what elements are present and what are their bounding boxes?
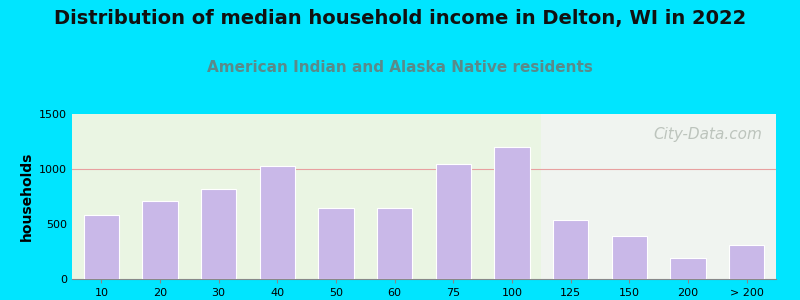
Bar bbox=[494, 147, 530, 279]
Bar bbox=[142, 201, 178, 279]
Bar bbox=[729, 245, 764, 279]
Bar bbox=[260, 166, 295, 279]
Text: American Indian and Alaska Native residents: American Indian and Alaska Native reside… bbox=[207, 60, 593, 75]
Bar bbox=[553, 220, 588, 279]
Bar bbox=[542, 114, 776, 279]
Y-axis label: households: households bbox=[19, 152, 34, 241]
Bar bbox=[72, 114, 542, 279]
Bar bbox=[84, 215, 119, 279]
Text: Distribution of median household income in Delton, WI in 2022: Distribution of median household income … bbox=[54, 9, 746, 28]
Bar bbox=[377, 208, 412, 279]
Bar bbox=[318, 208, 354, 279]
Bar bbox=[201, 189, 236, 279]
Bar bbox=[612, 236, 647, 279]
Text: City-Data.com: City-Data.com bbox=[653, 127, 762, 142]
Bar bbox=[670, 257, 706, 279]
Bar bbox=[436, 164, 471, 279]
